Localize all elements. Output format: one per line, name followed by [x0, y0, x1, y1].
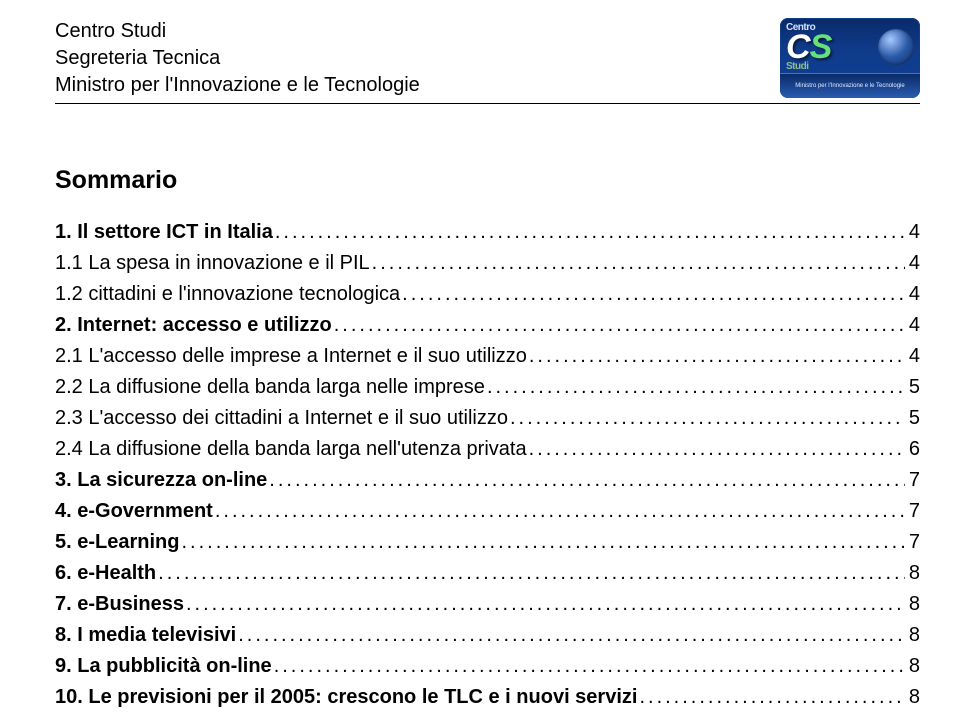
toc-entry-title: 4. e-Government — [55, 496, 215, 527]
logo-letter-c: C — [786, 33, 809, 62]
toc-entry: 2.1 L'accesso delle imprese a Internet e… — [55, 341, 920, 372]
toc-entry-title: 1.1 La spesa in innovazione e il PIL — [55, 248, 372, 279]
toc-leader-dots — [529, 341, 905, 372]
toc-entry-title: 2.3 L'accesso dei cittadini a Internet e… — [55, 403, 510, 434]
toc-entry-page: 8 — [905, 682, 920, 713]
toc-entry-title: 2.2 La diffusione della banda larga nell… — [55, 372, 487, 403]
logo-left-text: Centro C S Studi — [786, 23, 830, 72]
toc-entry-page: 4 — [905, 279, 920, 310]
toc-entry-title: 2.4 La diffusione della banda larga nell… — [55, 434, 529, 465]
toc-entry-page: 8 — [905, 620, 920, 651]
toc-leader-dots — [529, 434, 905, 465]
toc-entry: 3. La sicurezza on-line 7 — [55, 465, 920, 496]
toc-entry-title: 9. La pubblicità on-line — [55, 651, 274, 682]
toc-leader-dots — [487, 372, 905, 403]
header-divider — [55, 103, 920, 104]
toc-leader-dots — [181, 527, 904, 558]
toc-entry: 9. La pubblicità on-line 8 — [55, 651, 920, 682]
toc-entry-page: 7 — [905, 465, 920, 496]
toc-entry: 2. Internet: accesso e utilizzo 4 — [55, 310, 920, 341]
header-line-1: Centro Studi — [55, 18, 420, 45]
toc-leader-dots — [402, 279, 905, 310]
toc-entry: 4. e-Government 7 — [55, 496, 920, 527]
toc-entry-title: 2. Internet: accesso e utilizzo — [55, 310, 334, 341]
toc-entry: 6. e-Health 8 — [55, 558, 920, 589]
header-org-block: Centro Studi Segreteria Tecnica Ministro… — [55, 18, 420, 99]
toc-leader-dots — [238, 620, 905, 651]
toc-entry: 10. Le previsioni per il 2005: crescono … — [55, 682, 920, 713]
toc-entry-page: 8 — [905, 651, 920, 682]
table-of-contents: 1. Il settore ICT in Italia41.1 La spesa… — [55, 217, 920, 713]
toc-entry-title: 1.2 cittadini e l'innovazione tecnologic… — [55, 279, 402, 310]
toc-entry: 5. e-Learning 7 — [55, 527, 920, 558]
toc-leader-dots — [269, 465, 905, 496]
toc-entry-page: 4 — [905, 310, 920, 341]
toc-entry-page: 8 — [905, 558, 920, 589]
logo-bottom-strip: Ministro per l'Innovazione e le Tecnolog… — [780, 73, 920, 98]
toc-entry-title: 7. e-Business — [55, 589, 186, 620]
toc-entry-title: 3. La sicurezza on-line — [55, 465, 269, 496]
toc-entry: 2.4 La diffusione della banda larga nell… — [55, 434, 920, 465]
toc-entry-title: 10. Le previsioni per il 2005: crescono … — [55, 682, 639, 713]
toc-entry: 2.2 La diffusione della banda larga nell… — [55, 372, 920, 403]
toc-entry-page: 7 — [905, 496, 920, 527]
toc-leader-dots — [186, 589, 905, 620]
toc-entry-page: 8 — [905, 589, 920, 620]
logo-letter-s: S — [810, 33, 831, 62]
toc-leader-dots — [334, 310, 905, 341]
toc-leader-dots — [158, 558, 905, 589]
toc-entry-title: 8. I media televisivi — [55, 620, 238, 651]
toc-entry: 1. Il settore ICT in Italia 4 — [55, 217, 920, 248]
toc-entry: 1.2 cittadini e l'innovazione tecnologic… — [55, 279, 920, 310]
toc-leader-dots — [215, 496, 905, 527]
logo-cs-monogram: C S — [786, 33, 830, 62]
toc-entry: 2.3 L'accesso dei cittadini a Internet e… — [55, 403, 920, 434]
toc-entry-page: 5 — [905, 403, 920, 434]
toc-entry-page: 4 — [905, 217, 920, 248]
toc-leader-dots — [275, 217, 905, 248]
toc-entry-page: 6 — [905, 434, 920, 465]
toc-entry-page: 5 — [905, 372, 920, 403]
logo-top-region: Centro C S Studi — [780, 18, 920, 73]
toc-leader-dots — [639, 682, 904, 713]
toc-entry-page: 7 — [905, 527, 920, 558]
toc-leader-dots — [274, 651, 905, 682]
toc-entry: 1.1 La spesa in innovazione e il PIL 4 — [55, 248, 920, 279]
toc-entry-title: 5. e-Learning — [55, 527, 181, 558]
toc-entry-title: 2.1 L'accesso delle imprese a Internet e… — [55, 341, 529, 372]
org-logo: Centro C S Studi Ministro per l'Innovazi… — [780, 18, 920, 98]
sommario-heading: Sommario — [55, 166, 920, 195]
toc-entry-page: 4 — [905, 248, 920, 279]
toc-leader-dots — [372, 248, 905, 279]
header-line-2: Segreteria Tecnica — [55, 45, 420, 72]
toc-entry-title: 1. Il settore ICT in Italia — [55, 217, 275, 248]
toc-entry: 8. I media televisivi 8 — [55, 620, 920, 651]
toc-entry: 7. e-Business 8 — [55, 589, 920, 620]
document-header: Centro Studi Segreteria Tecnica Ministro… — [55, 18, 920, 99]
seal-icon — [878, 29, 914, 65]
toc-entry-title: 6. e-Health — [55, 558, 158, 589]
toc-entry-page: 4 — [905, 341, 920, 372]
header-line-3: Ministro per l'Innovazione e le Tecnolog… — [55, 72, 420, 99]
toc-leader-dots — [510, 403, 905, 434]
